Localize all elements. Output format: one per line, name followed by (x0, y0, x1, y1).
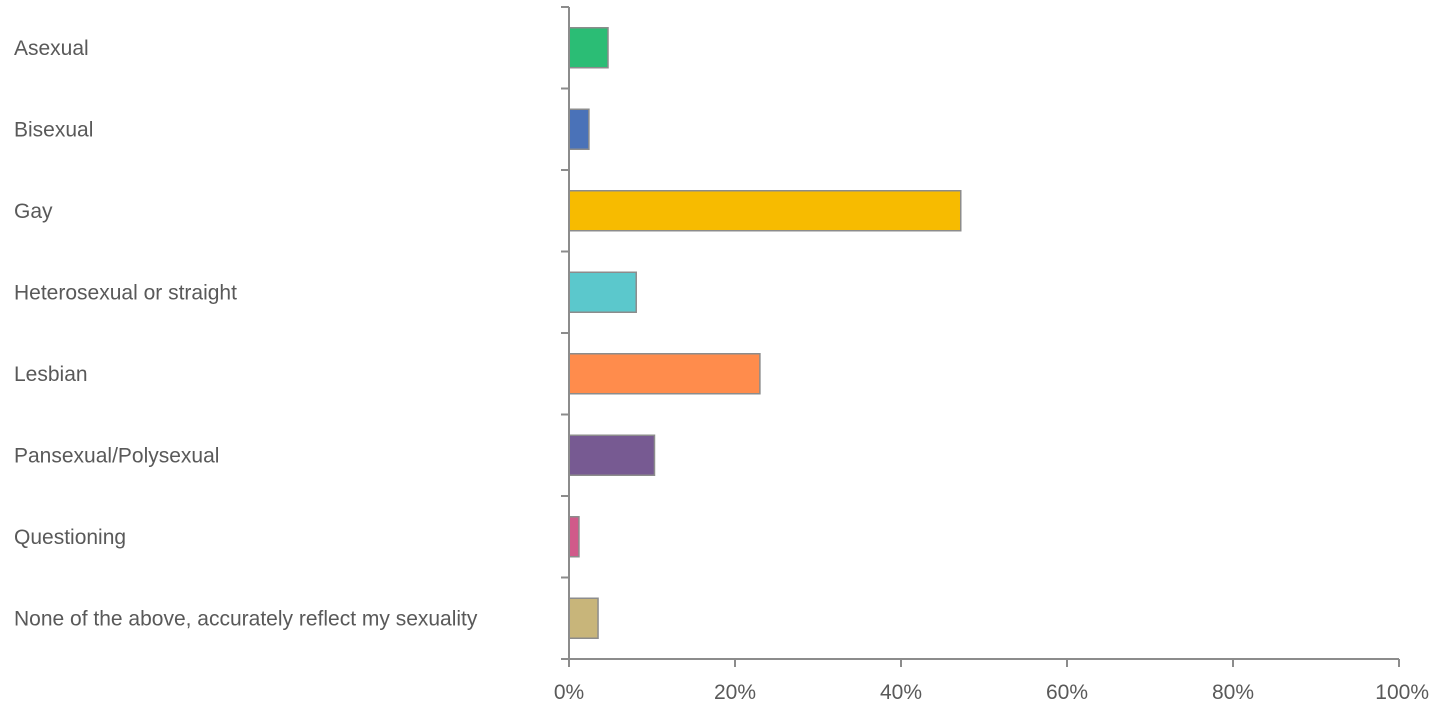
category-labels: Asexual Bisexual Gay Heterosexual or straig… (14, 37, 478, 631)
bar-pansexual-polysexual (568, 434, 656, 476)
x-tick-labels: 0% 20% 40% 60% 80% 100% (554, 681, 1429, 704)
bar-none-of-the-above-accurately-reflect-my-sexuality (568, 597, 599, 639)
category-label: Bisexual (14, 118, 93, 141)
x-tick-label: 0% (554, 681, 584, 704)
x-tick-label: 60% (1046, 681, 1088, 704)
bar-asexual (568, 27, 609, 69)
bar-heterosexual-or-straight (568, 271, 637, 313)
x-tick-label: 40% (880, 681, 922, 704)
category-label: None of the above, accurately reflect my… (14, 607, 478, 630)
category-label: Asexual (14, 37, 89, 60)
x-tick-label: 80% (1212, 681, 1254, 704)
category-label: Lesbian (14, 363, 88, 386)
x-tick-label: 100% (1375, 681, 1429, 704)
bar-gay (568, 190, 962, 232)
category-label: Heterosexual or straight (14, 281, 237, 304)
x-tick-label: 20% (714, 681, 756, 704)
bar-bisexual (568, 108, 590, 150)
bar-questioning (568, 516, 580, 558)
axes (561, 6, 1400, 667)
category-label: Questioning (14, 526, 126, 549)
category-label: Pansexual/Polysexual (14, 444, 219, 467)
bars (568, 27, 962, 639)
bar-lesbian (568, 353, 761, 395)
category-label: Gay (14, 200, 53, 223)
